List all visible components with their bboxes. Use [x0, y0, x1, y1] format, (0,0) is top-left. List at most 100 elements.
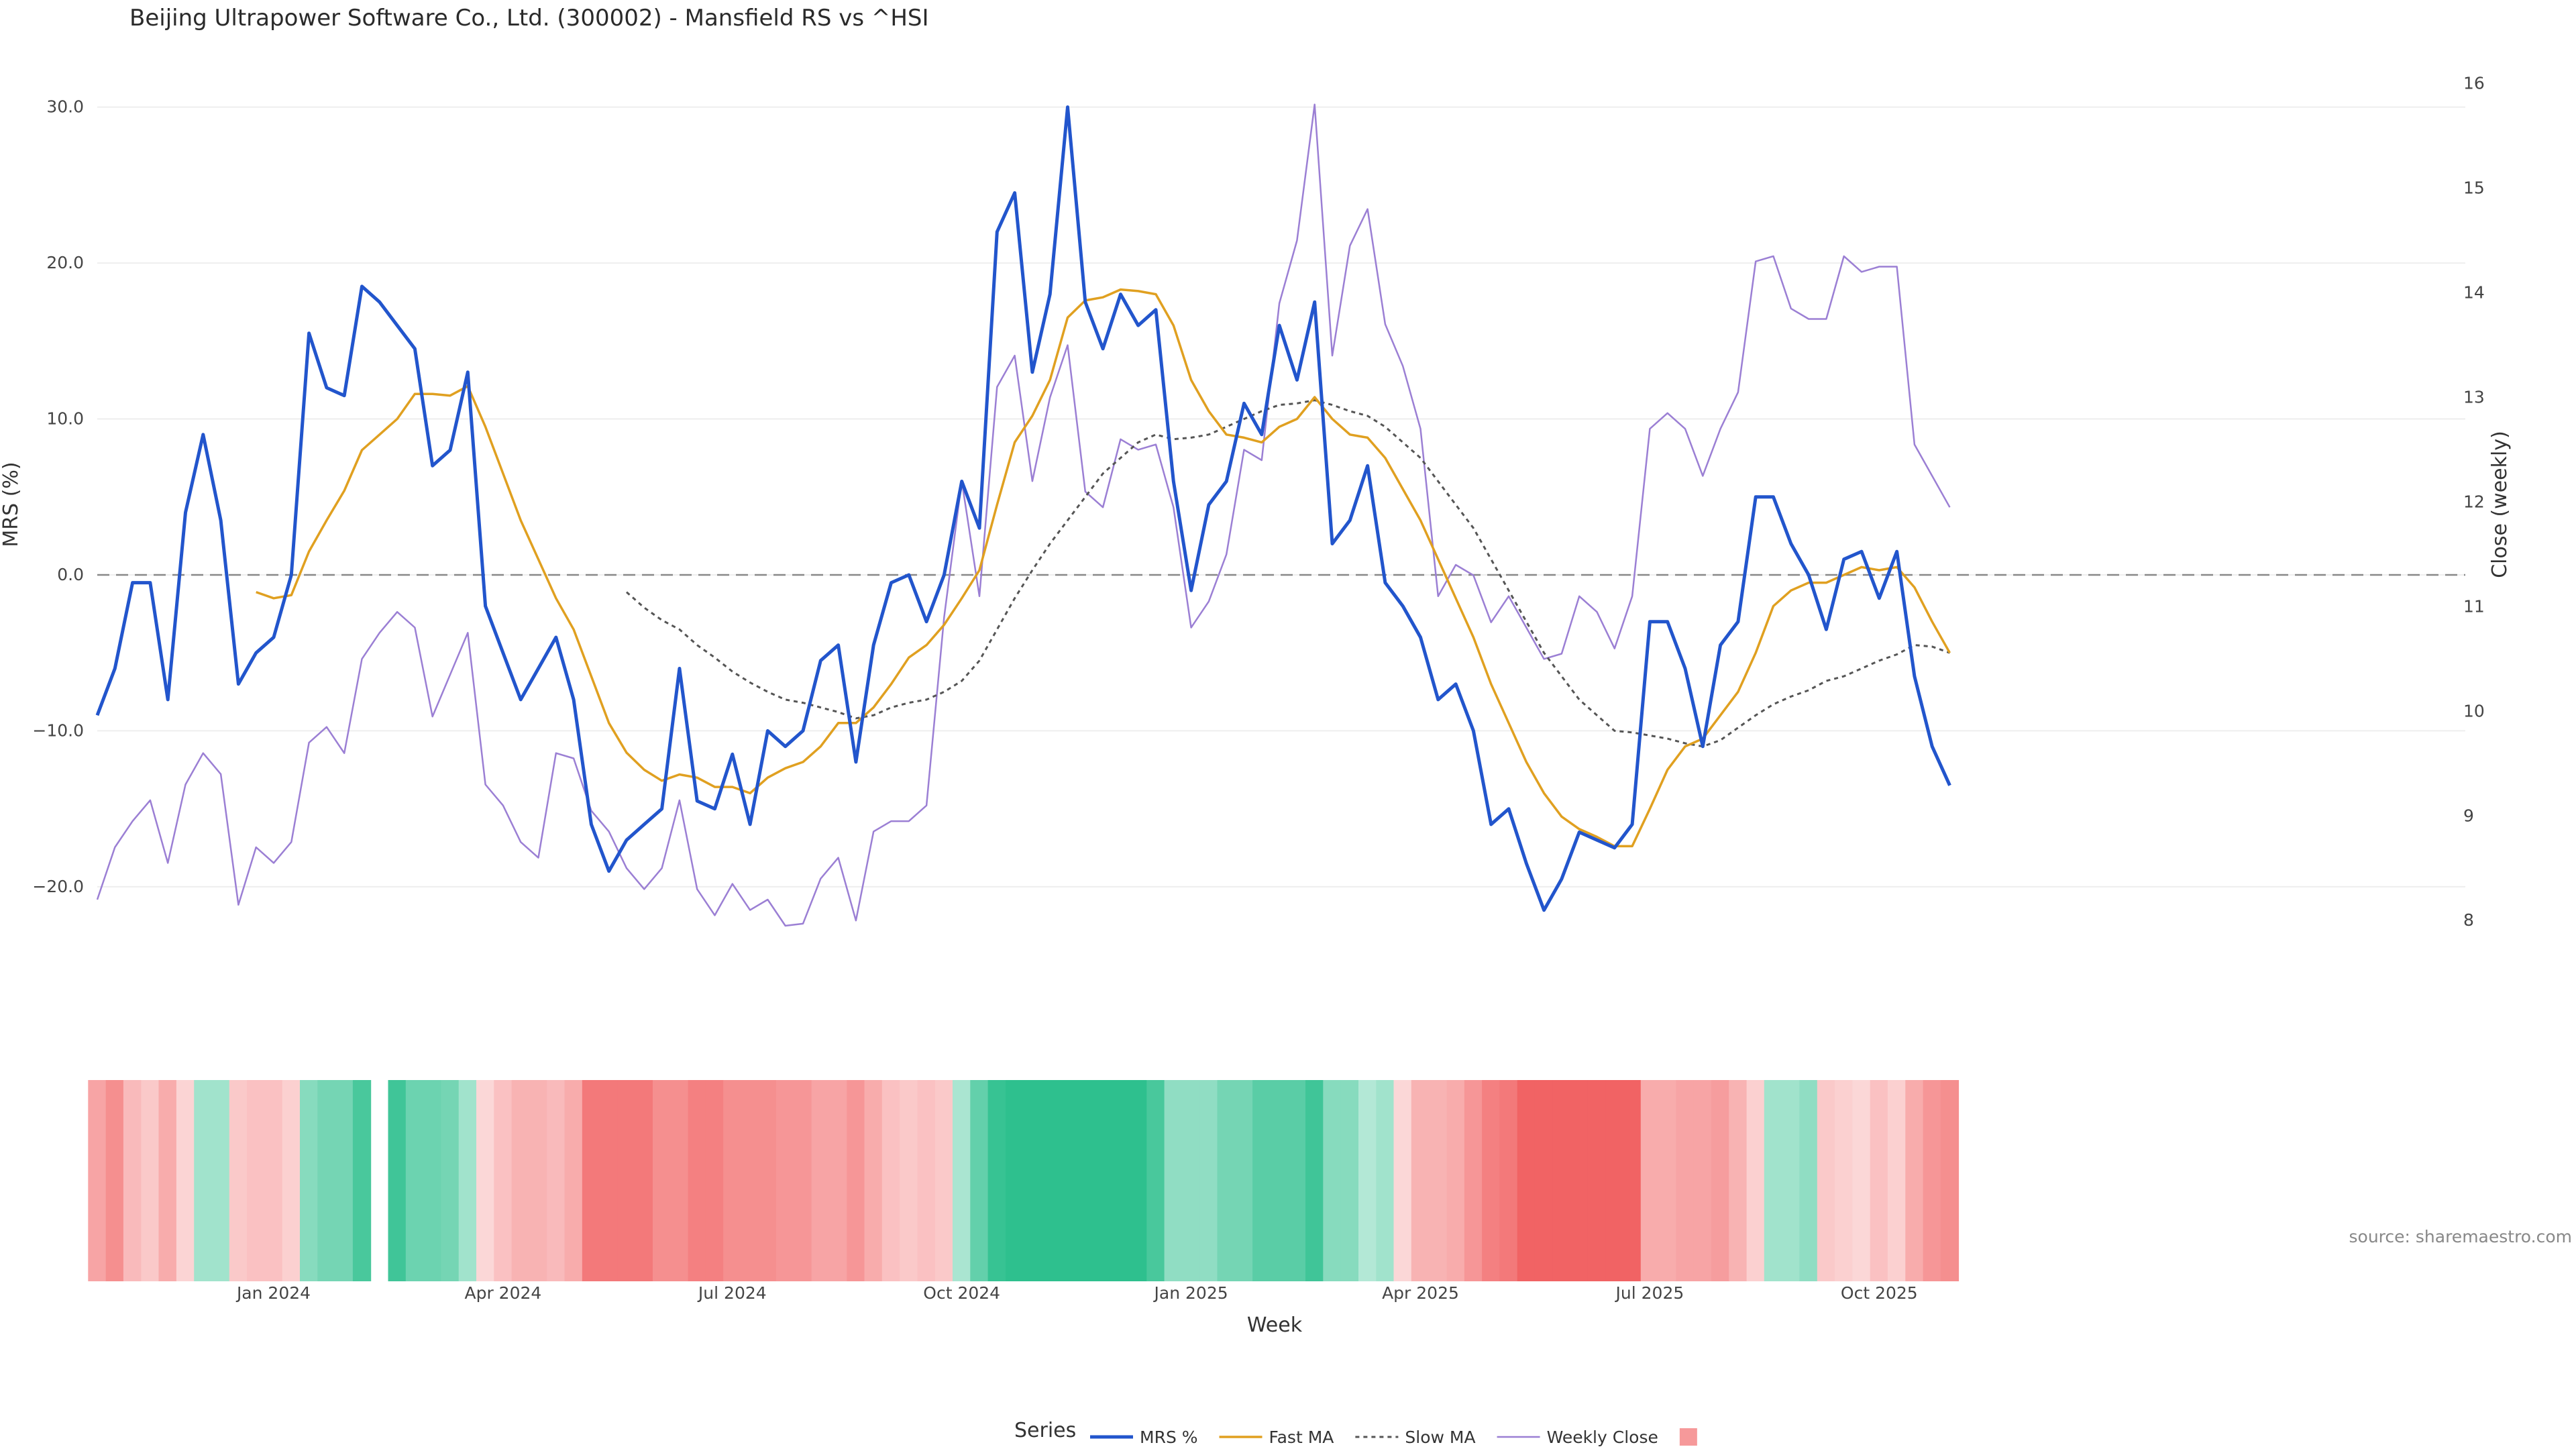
heatmap-cell	[1270, 1080, 1289, 1281]
x-axis-ticks: Jan 2024 Apr 2024 Jul 2024 Oct 2024 Jan 2025…	[235, 1283, 1918, 1303]
heatmap-cell	[335, 1080, 354, 1281]
heatmap-cell	[1234, 1080, 1254, 1281]
heatmap-cell	[1376, 1080, 1395, 1281]
right-tick-label: 10	[2463, 701, 2485, 720]
heatmap-cell	[617, 1080, 636, 1281]
heatmap-cell	[723, 1080, 742, 1281]
heatmap-cell	[547, 1080, 566, 1281]
heatmap-cell	[176, 1080, 195, 1281]
heatmap-cell	[194, 1080, 213, 1281]
heatmap-cell	[1006, 1080, 1024, 1281]
heatmap-cell	[881, 1080, 901, 1281]
series-line-weekly-close	[96, 103, 1951, 927]
series-line-fast-ma	[256, 288, 1951, 848]
heatmap-cell	[1482, 1080, 1501, 1281]
gridlines	[97, 106, 2465, 888]
heatmap-cell	[1870, 1080, 1888, 1281]
heatmap-cell	[105, 1080, 124, 1281]
heatmap-cell	[953, 1080, 971, 1281]
heatmap-cell	[1076, 1080, 1095, 1281]
left-tick-label: −10.0	[32, 720, 84, 740]
heatmap-cell	[1323, 1080, 1342, 1281]
heatmap-cell	[705, 1080, 724, 1281]
heatmap-cell	[317, 1080, 336, 1281]
left-tick-label: 30.0	[46, 97, 84, 117]
heatmap-cell	[211, 1080, 230, 1281]
x-tick-label: Jan 2024	[235, 1283, 311, 1303]
heatmap-cell	[1658, 1080, 1677, 1281]
right-tick-label: 9	[2463, 806, 2474, 825]
heatmap-cell	[1023, 1080, 1042, 1281]
x-tick-label: Jul 2025	[1615, 1283, 1684, 1303]
heatmap-cell	[1252, 1080, 1271, 1281]
heatmap-cell	[1129, 1080, 1148, 1281]
right-axis-ticks: 16 15 14 13 12 11 10 9 8	[2463, 74, 2485, 930]
heatmap-cell	[917, 1080, 936, 1281]
heatmap-cell	[1623, 1080, 1642, 1281]
heatmap-cell	[300, 1080, 319, 1281]
series-line-mrs	[95, 105, 1951, 912]
heatmap-cell	[1605, 1080, 1624, 1281]
heatmap-cell	[1093, 1080, 1112, 1281]
heatmap-cell	[1552, 1080, 1571, 1281]
heatmap-cell	[476, 1080, 495, 1281]
source-note: source: sharemaestro.com	[2349, 1227, 2573, 1246]
left-tick-label: 20.0	[46, 253, 84, 272]
heatmap-cell	[405, 1080, 425, 1281]
right-tick-label: 15	[2463, 178, 2485, 198]
heatmap-cell	[1058, 1080, 1077, 1281]
heatmap-cell	[1764, 1080, 1783, 1281]
left-axis-title: MRS (%)	[0, 462, 23, 547]
x-tick-label: Apr 2025	[1382, 1283, 1459, 1303]
heatmap-cell	[1817, 1080, 1836, 1281]
x-tick-label: Oct 2024	[923, 1283, 1000, 1303]
heatmap-cell	[1499, 1080, 1518, 1281]
heatmap-cell	[282, 1080, 301, 1281]
series-line-slow-ma	[626, 399, 1951, 748]
heatmap-cell	[123, 1080, 142, 1281]
heatmap-cell	[794, 1080, 812, 1281]
heatmap-cell	[1340, 1080, 1359, 1281]
left-tick-label: −20.0	[32, 877, 84, 896]
heatmap-cell	[1429, 1080, 1448, 1281]
right-tick-label: 11	[2463, 596, 2485, 616]
x-tick-label: Oct 2025	[1841, 1283, 1918, 1303]
heatmap-cell	[635, 1080, 653, 1281]
heatmap-cell	[811, 1080, 830, 1281]
heatmap-cell	[88, 1080, 107, 1281]
heatmap-cell	[1923, 1080, 1941, 1281]
heatmap-cell	[1693, 1080, 1712, 1281]
heatmap-cell	[1887, 1080, 1907, 1281]
heatmap-cell	[1517, 1080, 1536, 1281]
legend-label: Weekly Close	[1547, 1428, 1658, 1447]
heatmap-cell	[970, 1080, 989, 1281]
heatmap-cell	[847, 1080, 865, 1281]
heatmap-cell	[458, 1080, 477, 1281]
heatmap-cell	[1217, 1080, 1236, 1281]
left-tick-label: 0.0	[57, 565, 84, 584]
left-tick-label: 10.0	[46, 409, 84, 429]
heatmap-cell	[864, 1080, 883, 1281]
heatmap-cell	[1640, 1080, 1660, 1281]
legend-label: Slow MA	[1405, 1428, 1475, 1447]
heatmap-cell	[229, 1080, 248, 1281]
heatmap-cell	[1852, 1080, 1871, 1281]
legend-label: MRS %	[1140, 1428, 1198, 1447]
heatmap-cell	[511, 1080, 530, 1281]
series-layer	[95, 103, 1951, 927]
heatmap-cell	[1393, 1080, 1412, 1281]
x-axis-title: Week	[1247, 1313, 1303, 1337]
legend: Series MRS % Fast MA Slow MA Weekly Close	[1014, 1419, 1697, 1447]
chart-title: Beijing Ultrapower Software Co., Ltd. (3…	[129, 5, 929, 32]
heatmap-cell	[1199, 1080, 1218, 1281]
heatmap-cell	[1411, 1080, 1430, 1281]
heatmap-cell	[441, 1080, 460, 1281]
heatmap-cell	[158, 1080, 177, 1281]
heatmap-cell	[1040, 1080, 1059, 1281]
heatmap-cell	[1570, 1080, 1589, 1281]
right-tick-label: 13	[2463, 387, 2485, 407]
heatmap-cell	[1146, 1080, 1165, 1281]
heatmap-cell	[1111, 1080, 1130, 1281]
heatmap-cell	[1446, 1080, 1465, 1281]
heatmap-cell	[829, 1080, 848, 1281]
